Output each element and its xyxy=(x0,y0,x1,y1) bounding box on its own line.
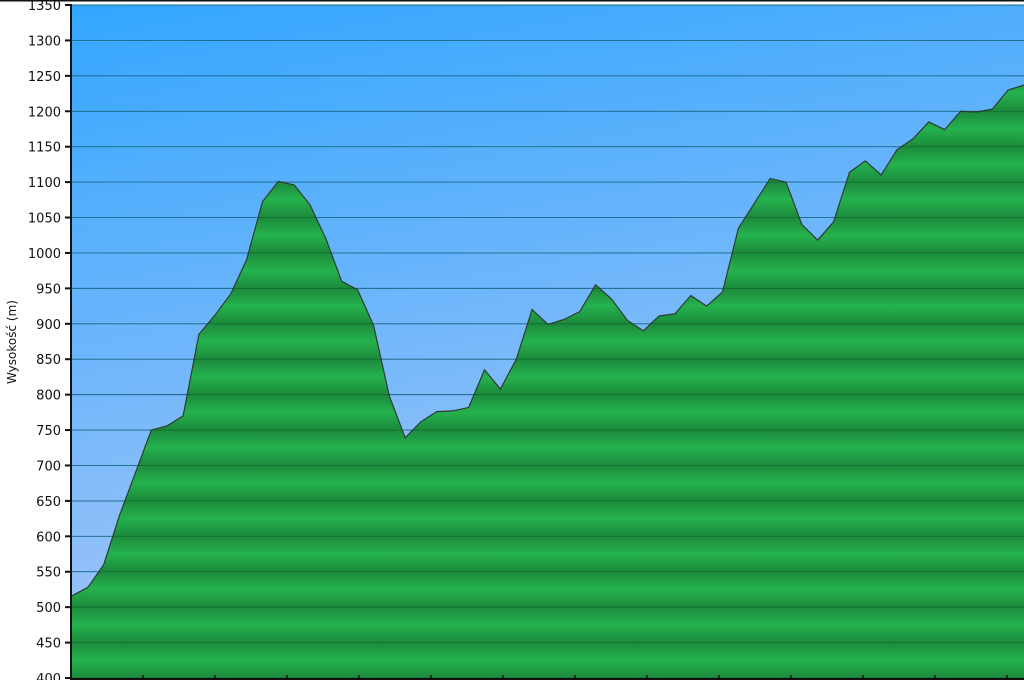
y-tick-label: 1150 xyxy=(28,141,61,156)
y-ticks: 400 450 500 550 600 650 700 750 800 850 900 950 1000… xyxy=(28,0,71,680)
y-tick-label: 1200 xyxy=(28,105,61,120)
y-tick-label: 950 xyxy=(36,282,61,297)
y-tick-label: 500 xyxy=(36,601,61,616)
y-tick-label: 1000 xyxy=(28,247,61,262)
y-tick-label: 900 xyxy=(36,318,61,333)
y-tick-label: 550 xyxy=(36,566,61,581)
x-ticks xyxy=(142,675,1008,680)
y-tick-label: 1050 xyxy=(28,212,61,227)
y-tick-label: 700 xyxy=(36,459,61,474)
y-tick-label: 850 xyxy=(36,353,61,368)
y-tick-label: 650 xyxy=(36,495,61,510)
y-tick-label: 400 xyxy=(36,672,61,680)
elevation-line xyxy=(71,84,1024,597)
y-axis-label: Wysokość (m) xyxy=(5,300,19,384)
elevation-area xyxy=(72,85,1024,679)
y-tick-label: 1300 xyxy=(28,34,61,49)
y-tick-label: 600 xyxy=(36,530,61,545)
y-tick-label: 450 xyxy=(36,637,61,652)
y-tick-label: 1350 xyxy=(28,0,61,14)
y-tick-label: 800 xyxy=(36,389,61,404)
y-tick-label: 1100 xyxy=(28,176,61,191)
y-tick-label: 1250 xyxy=(28,70,61,85)
y-tick-label: 750 xyxy=(36,424,61,439)
